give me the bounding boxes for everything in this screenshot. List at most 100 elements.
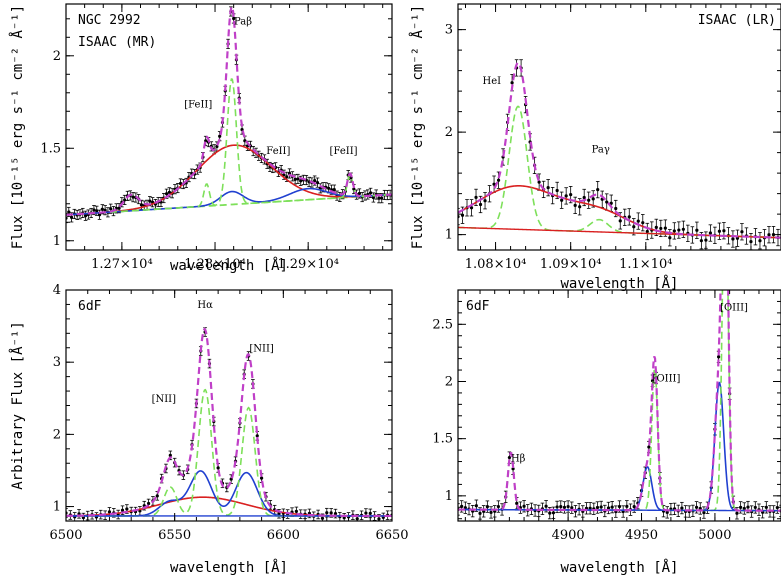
data-point	[659, 226, 663, 231]
data-point	[588, 506, 592, 510]
line-annotation: [FeII]	[184, 100, 212, 111]
data-point	[117, 206, 121, 210]
data-point	[131, 195, 135, 199]
data-point	[587, 198, 591, 202]
plot-area-p4	[458, 290, 781, 520]
data-point	[632, 225, 636, 229]
total-fit-curve	[458, 290, 781, 512]
x-tick-label: 1.09×10⁴	[540, 257, 602, 272]
x-tick-label: 4950	[625, 528, 658, 543]
data-point	[753, 505, 757, 510]
data-point	[496, 178, 501, 182]
data-point	[146, 501, 151, 506]
data-point	[758, 239, 762, 243]
data-point	[582, 195, 586, 200]
line-annotation: Paβ	[234, 16, 252, 27]
data-point	[617, 504, 622, 509]
data-point	[368, 191, 373, 195]
data-point	[109, 207, 113, 211]
data-point	[681, 227, 685, 231]
data-point	[352, 187, 356, 191]
data-point	[569, 193, 573, 197]
component-1-curve	[458, 105, 781, 239]
data-point	[333, 511, 338, 516]
data-point	[562, 505, 567, 510]
data-point	[164, 192, 169, 196]
data-point	[731, 237, 735, 241]
data-point	[515, 501, 519, 505]
data-point	[537, 180, 541, 184]
data-point	[704, 238, 708, 242]
data-point	[240, 127, 244, 132]
data-point	[103, 208, 107, 212]
data-point	[717, 355, 721, 359]
data-point	[735, 511, 739, 515]
component-1-curve	[66, 470, 392, 517]
component-0-curve	[458, 185, 781, 239]
data-point	[216, 466, 220, 470]
y-tick-label: 1	[53, 500, 61, 515]
total-fit-curve	[66, 327, 392, 518]
panel-label: 6dF	[466, 299, 490, 314]
x-tick-label: 1.1×10⁴	[619, 257, 672, 272]
data-point	[560, 198, 564, 202]
y-axis-label: Flux [10⁻¹⁵ erg s⁻¹ cm⁻² Å⁻¹]	[409, 5, 426, 249]
y-tick-label: 1	[53, 234, 61, 249]
data-point	[555, 188, 559, 193]
y-tick-label: 3	[53, 355, 61, 370]
data-point	[483, 199, 487, 203]
data-point	[663, 226, 667, 230]
line-annotation: [NII]	[152, 394, 177, 405]
data-point	[570, 506, 574, 510]
data-point	[672, 229, 676, 233]
data-point	[329, 511, 333, 515]
data-point	[377, 517, 381, 521]
data-point	[107, 510, 112, 514]
data-point	[377, 196, 381, 200]
data-point	[614, 206, 618, 211]
component-2-curve	[66, 388, 392, 517]
panel-label: ISAAC (MR)	[78, 35, 156, 50]
panel-label: 6dF	[78, 299, 102, 314]
data-point	[618, 219, 622, 223]
data-point	[469, 206, 474, 210]
data-point	[167, 190, 171, 194]
data-point	[566, 504, 570, 509]
data-point	[474, 504, 478, 508]
data-point	[740, 230, 744, 234]
y-tick-label: 2.5	[432, 317, 453, 332]
panel-p1: 1.27×10⁴ 1.28×10⁴ 1.29×10⁴ 1 1.5 2 wavelength …	[9, 3, 393, 274]
data-point	[69, 215, 74, 219]
data-point	[148, 199, 152, 203]
data-point	[496, 504, 500, 509]
x-tick-label: 6650	[375, 528, 408, 543]
plot-area-p3	[66, 327, 392, 521]
data-point	[95, 209, 99, 213]
data-point	[294, 509, 298, 514]
data-point	[123, 198, 127, 202]
data-point	[746, 505, 750, 509]
data-point	[544, 504, 548, 508]
data-point	[313, 178, 317, 183]
data-point	[680, 506, 684, 510]
data-point	[327, 186, 331, 190]
x-tick-label: 5000	[698, 528, 731, 543]
data-point	[708, 231, 712, 235]
plot-area-p1	[66, 5, 392, 224]
plot-area-p2	[458, 59, 781, 250]
data-point	[492, 182, 496, 186]
data-point	[368, 511, 372, 515]
data-point	[81, 515, 85, 520]
line-annotation: [OIII]	[653, 373, 681, 384]
data-point	[155, 494, 159, 498]
data-point	[645, 229, 649, 234]
data-point	[293, 177, 297, 181]
y-axis-label: Flux [10⁻¹⁵ erg s⁻¹ cm⁻² Å⁻¹]	[9, 5, 26, 249]
y-axis-label: Arbitrary Flux [Å⁻¹]	[9, 321, 26, 490]
data-point	[178, 181, 183, 186]
data-point	[610, 505, 614, 509]
data-point	[702, 510, 706, 515]
data-point	[555, 505, 559, 509]
y-tick-label: 2	[445, 374, 453, 389]
